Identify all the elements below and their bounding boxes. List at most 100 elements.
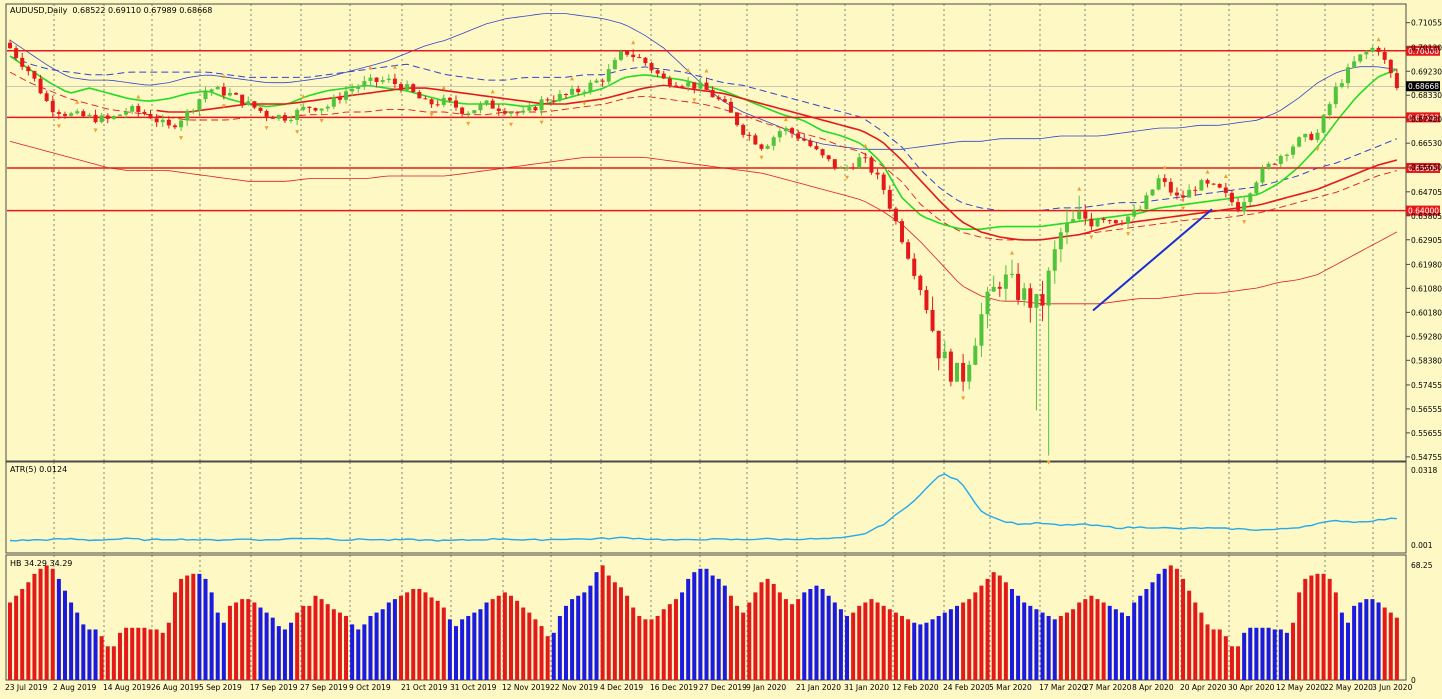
- fractal-up-arrow: [863, 143, 868, 148]
- candle: [203, 86, 208, 103]
- hb-bar: [1083, 599, 1088, 680]
- fractal-down-arrow: [1126, 232, 1131, 237]
- hb-bar: [1236, 646, 1241, 680]
- hb-bar: [1297, 592, 1302, 680]
- candle: [600, 78, 605, 87]
- candle: [1040, 280, 1045, 322]
- candle: [411, 83, 416, 94]
- hb-bar: [643, 619, 648, 680]
- candle: [655, 69, 660, 77]
- hb-bar: [179, 578, 184, 680]
- candle: [1376, 46, 1381, 56]
- hb-bar: [1223, 636, 1228, 680]
- hb-bar: [1254, 627, 1259, 680]
- hb-bar: [1174, 568, 1179, 680]
- fractal-up-arrow: [704, 68, 709, 73]
- hb-bar: [527, 612, 532, 680]
- candle: [1358, 54, 1363, 64]
- time-tick-label: 31 Jan 2020: [844, 683, 889, 692]
- price-tick-label: 0.57455: [1411, 381, 1442, 390]
- hb-bar: [270, 617, 275, 680]
- candle: [1193, 186, 1198, 197]
- price-tick-label: 0.62905: [1411, 236, 1442, 245]
- trendline[interactable]: [1092, 208, 1213, 312]
- hb-bar: [1058, 615, 1063, 680]
- hb-bar: [918, 624, 923, 680]
- candle: [1297, 136, 1302, 148]
- candle: [117, 114, 122, 117]
- hb-bar: [1229, 646, 1234, 680]
- hb-bar: [472, 612, 477, 680]
- candle: [386, 74, 391, 83]
- hb-bar: [62, 590, 67, 680]
- candle: [1181, 190, 1186, 202]
- candle: [1284, 153, 1289, 162]
- fractal-down-arrow: [429, 113, 434, 118]
- hb-bar: [1022, 602, 1027, 680]
- candle: [14, 45, 19, 61]
- candle: [8, 39, 12, 49]
- ohlc-readout: 0.68522 0.69110 0.67989 0.68668: [72, 6, 212, 15]
- candle: [881, 172, 886, 195]
- hb-bar: [649, 619, 654, 680]
- candle: [1083, 204, 1088, 225]
- candle: [808, 138, 813, 148]
- candle: [362, 75, 367, 90]
- price-tick-label: 0.69230: [1411, 67, 1442, 76]
- fractal-down-arrow: [582, 101, 587, 106]
- hb-bar: [906, 619, 911, 680]
- red-ma-line: [156, 84, 1398, 241]
- hb-bar: [808, 589, 813, 680]
- level-tag: [1406, 205, 1440, 216]
- candle: [344, 86, 349, 104]
- candle: [1333, 82, 1338, 108]
- hb-bar: [227, 605, 232, 680]
- hb-bar: [276, 626, 281, 680]
- hb-bar: [264, 612, 269, 680]
- fractal-down-arrow: [508, 122, 513, 127]
- hb-bar: [1187, 590, 1192, 680]
- fractal-down-arrow: [961, 396, 966, 401]
- hb-bar: [655, 615, 660, 680]
- hb-bar: [1388, 612, 1393, 680]
- hb-bar: [741, 612, 746, 680]
- candle: [936, 330, 941, 371]
- price-tick-label: 0.65630: [1411, 163, 1442, 172]
- candle: [148, 109, 153, 120]
- hb-bar: [1095, 599, 1100, 680]
- candle: [979, 302, 984, 357]
- candle: [912, 253, 917, 280]
- hb-bar: [1101, 602, 1106, 680]
- candle: [906, 239, 911, 260]
- candle: [399, 81, 404, 93]
- hb-bar: [75, 612, 80, 680]
- fractal-up-arrow: [1223, 174, 1228, 179]
- hb-bar: [912, 622, 917, 680]
- candle: [350, 83, 355, 97]
- hb-bar: [1352, 605, 1357, 680]
- hb-bar: [1303, 578, 1308, 680]
- candle: [991, 275, 996, 292]
- time-tick-label: 3 Jun 2020: [1372, 683, 1413, 692]
- candle: [838, 165, 843, 169]
- hb-bar: [124, 627, 129, 680]
- hb-tick-label: 68.25: [1411, 561, 1433, 570]
- hb-bar: [851, 612, 856, 680]
- hb-bar: [1315, 573, 1320, 680]
- symbol-timeframe: AUDUSD,Daily: [10, 6, 68, 15]
- candle: [166, 116, 171, 129]
- candle: [643, 56, 648, 66]
- price-tick-label: 0.59280: [1411, 332, 1442, 341]
- candle: [973, 337, 978, 366]
- candle: [545, 97, 550, 103]
- candle: [38, 74, 43, 95]
- fractal-down-arrow: [56, 124, 61, 129]
- candle: [1150, 189, 1155, 197]
- candle: [1272, 163, 1277, 165]
- candle: [75, 108, 80, 115]
- hb-bar: [8, 602, 12, 680]
- hb-bar: [441, 607, 446, 680]
